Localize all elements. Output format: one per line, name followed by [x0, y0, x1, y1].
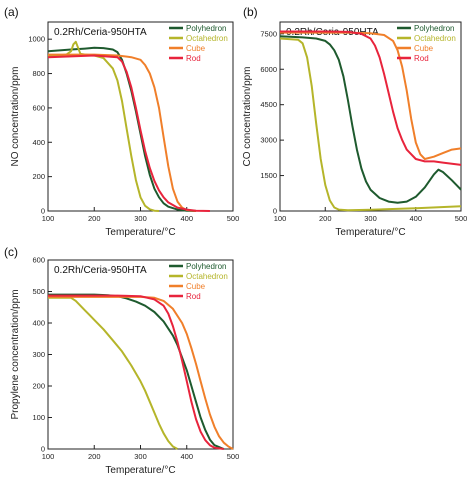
panel-b-ytick-label: 4500 — [260, 100, 277, 109]
panel-c-xtick-label: 200 — [88, 452, 101, 461]
panel-b-xtick-label: 200 — [319, 214, 332, 223]
panel-a-ytick-label: 200 — [32, 172, 45, 181]
panel-c-xlabel: Temperature/°C — [105, 465, 175, 476]
panel-b-legend-label: Cube — [414, 44, 434, 53]
panel-a-series-rod — [47, 54, 210, 212]
panel-b-frame — [279, 21, 462, 212]
panel-b-ylabel: CO concentration/ppm — [242, 66, 253, 166]
panel-c-ytick-label: 300 — [32, 350, 45, 359]
panel-a-title: 0.2Rh/Ceria-950HTA — [54, 27, 147, 38]
panel-b-ytick-label: 3000 — [260, 136, 277, 145]
panel-a-legend-label: Rod — [186, 54, 201, 63]
panel-a-xtick-label: 100 — [42, 214, 55, 223]
panel-a-series-cube — [48, 53, 197, 212]
panel-a-ytick-label: 800 — [32, 69, 45, 78]
panel-a-series-octahedron — [47, 40, 160, 212]
panel-c-legend-label: Rod — [186, 292, 201, 301]
panel-c-xtick-label: 500 — [227, 452, 240, 461]
panel-b-series-rod — [280, 30, 462, 166]
panel-c-ytick-label: 500 — [32, 287, 45, 296]
panel-c-legend-label: Octahedron — [186, 272, 228, 281]
panel-b-xtick-label: 100 — [274, 214, 287, 223]
panel-c: (c) 0.2Rh/Ceria-950HTA 100 200 300 400 50001… — [4, 245, 239, 476]
panel-b-ytick-label: 1500 — [260, 171, 277, 180]
panel-b-series-polyhedron — [279, 35, 462, 204]
panel-c-ytick-label: 100 — [32, 413, 45, 422]
panel-c-lines — [48, 293, 234, 450]
panel-b-lines — [279, 30, 462, 212]
panel-b-legend-label: Octahedron — [414, 34, 456, 43]
panel-c-ytick-label: 200 — [32, 382, 45, 391]
panel-c-xtick-label: 300 — [134, 452, 147, 461]
panel-a-xtick-label: 300 — [134, 214, 147, 223]
panel-b-xtick-label: 500 — [455, 214, 468, 223]
panel-b-series-cube — [280, 31, 462, 160]
panel-a-ylabel: NO concentration/ppm — [10, 66, 21, 166]
panel-a-ytick-label: 0 — [41, 207, 45, 216]
panel-a-xtick-label: 400 — [180, 214, 193, 223]
panel-a-series-polyhedron — [47, 46, 197, 212]
panel-a-xlabel: Temperature/°C — [105, 227, 175, 238]
panel-a-lines — [47, 40, 210, 212]
panel-c-frame — [47, 259, 234, 450]
panel-b-legend-label: Polyhedron — [414, 24, 454, 33]
panel-b-ticks: 100 200 300 400 500 0 1500 3000 4500 6000 7500 — [260, 29, 467, 223]
panel-c-legend-label: Cube — [186, 282, 206, 291]
panel-c-xtick-label: 400 — [180, 452, 193, 461]
panel-b-xlabel: Temperature/°C — [335, 227, 405, 238]
panel-a-ytick-label: 1000 — [28, 35, 45, 44]
panel-c-series-octahedron — [48, 296, 178, 450]
panel-b-ytick-label: 0 — [273, 207, 277, 216]
panel-b-legend-label: Rod — [414, 54, 429, 63]
panel-c-ytick-label: 400 — [32, 319, 45, 328]
panel-b-xtick-label: 300 — [364, 214, 377, 223]
panel-c-ylabel: Propylene concentration/ppm — [10, 289, 21, 419]
panel-b-label: (b) — [243, 5, 258, 19]
panel-a-ytick-label: 400 — [32, 138, 45, 147]
panel-a-legend-label: Cube — [186, 44, 206, 53]
panel-a: (a) 0.2Rh/Ceria-950HTA 100 200 300 400 500 0 2… — [4, 5, 239, 238]
panel-a-legend-label: Octahedron — [186, 34, 228, 43]
panel-b-series-octahedron — [279, 37, 462, 212]
panel-c-ytick-label: 600 — [32, 256, 45, 265]
panel-c-label: (c) — [4, 245, 18, 259]
panel-b-ytick-label: 6000 — [260, 65, 277, 74]
panel-a-xtick-label: 500 — [227, 214, 240, 223]
panel-c-title: 0.2Rh/Ceria-950HTA — [54, 265, 147, 276]
panel-a-xtick-label: 200 — [88, 214, 101, 223]
panel-c-series-cube — [48, 295, 234, 450]
panel-b-xtick-label: 400 — [409, 214, 422, 223]
panel-b: (b) 0.2Rh/Ceria-950HTA 100 200 300 400 50001… — [242, 5, 467, 238]
panel-b-ytick-label: 7500 — [260, 29, 277, 38]
panel-c-legend-label: Polyhedron — [186, 262, 226, 271]
panel-c-xtick-label: 100 — [42, 452, 55, 461]
panel-a-legend-label: Polyhedron — [186, 24, 226, 33]
panel-a-ticks: 100 200 300 400 500 0 200 400 600 800 1000 — [28, 35, 239, 223]
panel-a-ytick-label: 600 — [32, 103, 45, 112]
panel-c-series-rod — [48, 294, 224, 450]
panel-a-frame — [47, 21, 234, 212]
panel-a-label: (a) — [4, 5, 19, 19]
panel-c-ytick-label: 0 — [41, 445, 45, 454]
